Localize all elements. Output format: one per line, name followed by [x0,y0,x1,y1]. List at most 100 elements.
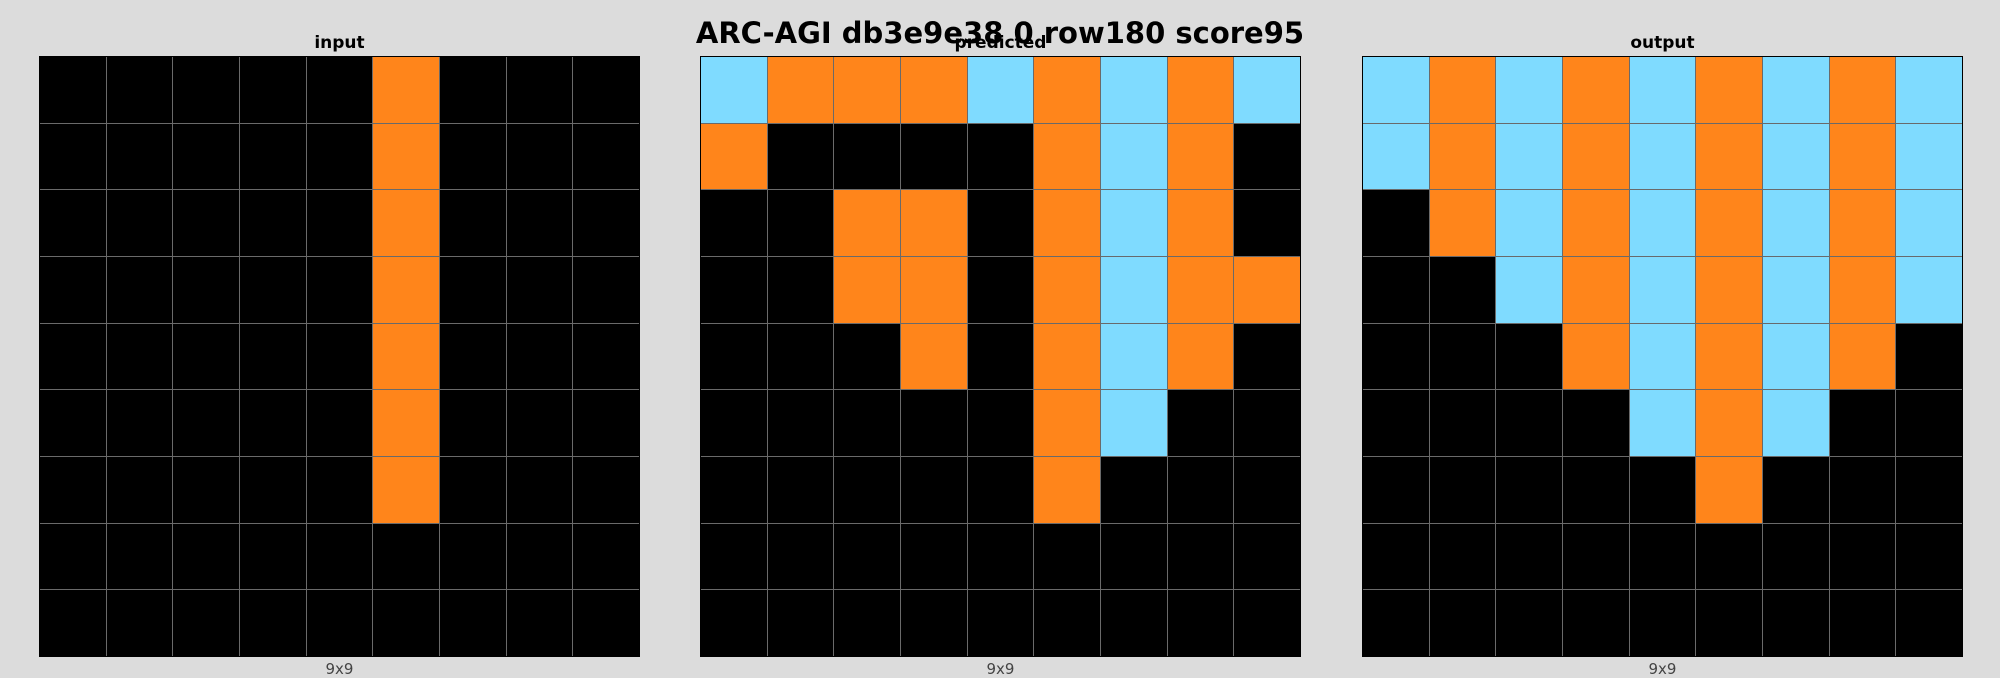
grid-cell [40,190,106,256]
grid-cell [1696,390,1762,456]
grid-cell [1167,190,1234,256]
grid-cell [1034,590,1100,656]
grid-cell [106,123,173,190]
input-panel-title: input [314,33,365,53]
grid-cell [1829,57,1896,123]
grid-cell [106,190,173,256]
grid-cell [40,590,106,656]
grid-cell [306,523,373,590]
grid-cell [1496,390,1562,456]
grid-cell [1562,57,1629,123]
grid-cell [106,256,173,323]
grid-cell [900,123,967,190]
grid-cell [767,123,834,190]
grid-cell [701,190,767,256]
grid-cell [439,57,506,123]
grid-cell [439,590,506,656]
grid-cell [306,390,373,456]
grid-cell [767,256,834,323]
grid-cell [1829,590,1896,656]
grid-cell [40,456,106,523]
grid-cell [1234,256,1300,323]
grid-cell [1896,323,1962,390]
grid-cell [239,123,306,190]
grid-cell [1034,190,1100,256]
grid-cell [1762,190,1829,256]
grid-cell [701,256,767,323]
grid-cell [1496,123,1562,190]
grid-cell [1234,456,1300,523]
grid-cell [439,256,506,323]
grid-cell [1762,57,1829,123]
grid-cell [1829,323,1896,390]
grid-cell [239,256,306,323]
grid-cell [1896,523,1962,590]
grid-cell [1429,456,1496,523]
grid-cell [506,190,573,256]
grid-cell [1034,390,1100,456]
grid-cell [106,590,173,656]
grid-cell [1100,323,1167,390]
grid-cell [834,390,900,456]
grid-cell [373,456,439,523]
grid-cell [767,190,834,256]
grid-cell [1100,123,1167,190]
grid-cell [1829,456,1896,523]
grid-cell [701,123,767,190]
grid-cell [1363,57,1429,123]
grid-cell [439,523,506,590]
grid-cell [701,390,767,456]
grid-cell [767,323,834,390]
grid-cell [373,123,439,190]
grid-cell [306,590,373,656]
predicted-dims-label: 9x9 [986,660,1015,678]
grid-cell [1100,57,1167,123]
grid-cell [1496,456,1562,523]
grid-cell [306,256,373,323]
grid-cell [900,456,967,523]
output-panel: output 9x9 [1362,0,1963,678]
grid-cell [834,456,900,523]
grid-cell [1696,256,1762,323]
grid-cell [506,123,573,190]
grid-cell [1629,190,1696,256]
grid-cell [239,456,306,523]
grid-cell [1429,523,1496,590]
grid-cell [1629,57,1696,123]
grid-cell [373,390,439,456]
output-grid [1362,56,1963,657]
grid-cell [506,57,573,123]
grid-cell [573,523,639,590]
grid-cell [1762,323,1829,390]
grid-cell [1629,590,1696,656]
grid-cell [1762,523,1829,590]
grid-cell [439,123,506,190]
grid-cell [1234,190,1300,256]
grid-cell [1100,256,1167,323]
grid-cell [373,57,439,123]
grid-cell [439,390,506,456]
grid-cell [1167,256,1234,323]
grid-cell [173,57,239,123]
grid-cell [1167,523,1234,590]
grid-cell [1429,57,1496,123]
grid-cell [1167,590,1234,656]
grid-cell [373,323,439,390]
grid-cell [1896,456,1962,523]
grid-cell [834,57,900,123]
grid-cell [1363,456,1429,523]
grid-cell [239,390,306,456]
grid-cell [767,523,834,590]
grid-cell [1496,57,1562,123]
grid-cell [506,323,573,390]
predicted-panel-title: predicted [954,33,1047,53]
grid-cell [1829,523,1896,590]
grid-cell [1896,390,1962,456]
grid-cell [834,123,900,190]
grid-cell [1234,390,1300,456]
grid-cell [1429,323,1496,390]
grid-cell [967,523,1034,590]
predicted-panel: predicted 9x9 [700,0,1301,678]
grid-cell [40,323,106,390]
grid-cell [1829,190,1896,256]
